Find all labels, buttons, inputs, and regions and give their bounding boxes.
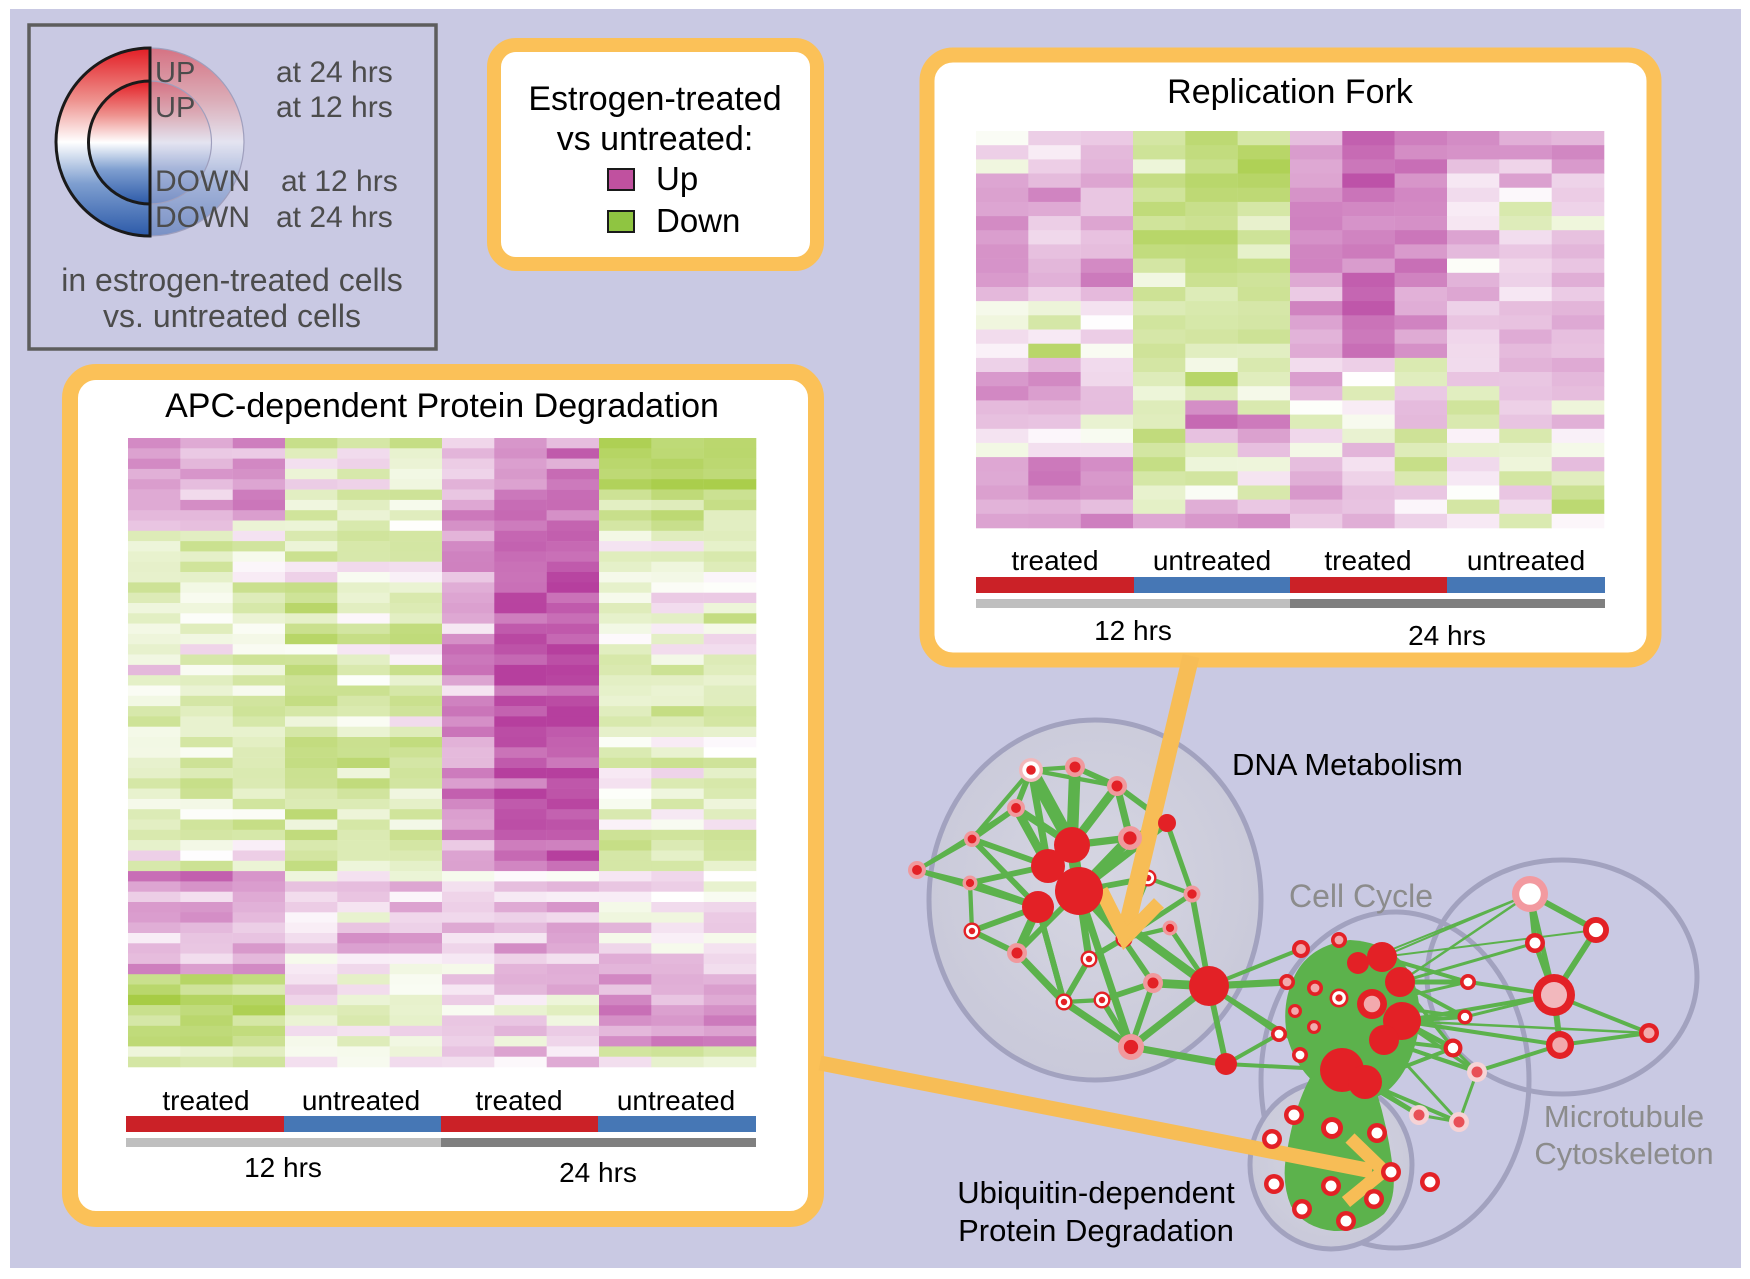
- svg-text:vs untreated:: vs untreated:: [557, 120, 754, 158]
- svg-text:Microtubule: Microtubule: [1544, 1099, 1704, 1134]
- svg-text:untreated: untreated: [302, 1085, 420, 1116]
- svg-text:24 hrs: 24 hrs: [559, 1157, 637, 1188]
- svg-text:Replication Fork: Replication Fork: [1167, 73, 1414, 111]
- svg-text:at 12 hrs: at 12 hrs: [281, 165, 398, 198]
- svg-text:untreated: untreated: [617, 1085, 735, 1116]
- svg-text:DOWN: DOWN: [155, 201, 250, 234]
- svg-text:DNA Metabolism: DNA Metabolism: [1232, 747, 1463, 782]
- svg-text:untreated: untreated: [1153, 545, 1271, 576]
- svg-text:treated: treated: [1324, 545, 1411, 576]
- svg-text:treated: treated: [475, 1085, 562, 1116]
- svg-text:in estrogen-treated cells: in estrogen-treated cells: [61, 262, 403, 298]
- svg-text:24 hrs: 24 hrs: [1408, 620, 1486, 651]
- svg-text:Estrogen-treated: Estrogen-treated: [528, 80, 781, 118]
- svg-text:Up: Up: [656, 160, 698, 197]
- svg-text:12 hrs: 12 hrs: [1094, 615, 1172, 646]
- svg-text:vs. untreated cells: vs. untreated cells: [103, 298, 361, 334]
- svg-text:UP: UP: [155, 57, 195, 89]
- svg-text:Protein Degradation: Protein Degradation: [958, 1213, 1234, 1248]
- svg-text:Ubiquitin-dependent: Ubiquitin-dependent: [957, 1175, 1235, 1210]
- svg-text:UP: UP: [155, 92, 195, 124]
- svg-text:APC-dependent Protein Degradat: APC-dependent Protein Degradation: [165, 387, 719, 425]
- svg-text:at 12 hrs: at 12 hrs: [276, 91, 393, 124]
- svg-text:at 24 hrs: at 24 hrs: [276, 56, 393, 89]
- svg-text:treated: treated: [162, 1085, 249, 1116]
- svg-text:DOWN: DOWN: [155, 165, 250, 198]
- svg-text:untreated: untreated: [1467, 545, 1585, 576]
- svg-text:12 hrs: 12 hrs: [244, 1152, 322, 1183]
- svg-text:treated: treated: [1011, 545, 1098, 576]
- svg-text:Down: Down: [656, 202, 740, 239]
- svg-text:Cytoskeleton: Cytoskeleton: [1534, 1136, 1713, 1171]
- svg-text:Cell Cycle: Cell Cycle: [1289, 878, 1433, 914]
- svg-text:at 24 hrs: at 24 hrs: [276, 201, 393, 234]
